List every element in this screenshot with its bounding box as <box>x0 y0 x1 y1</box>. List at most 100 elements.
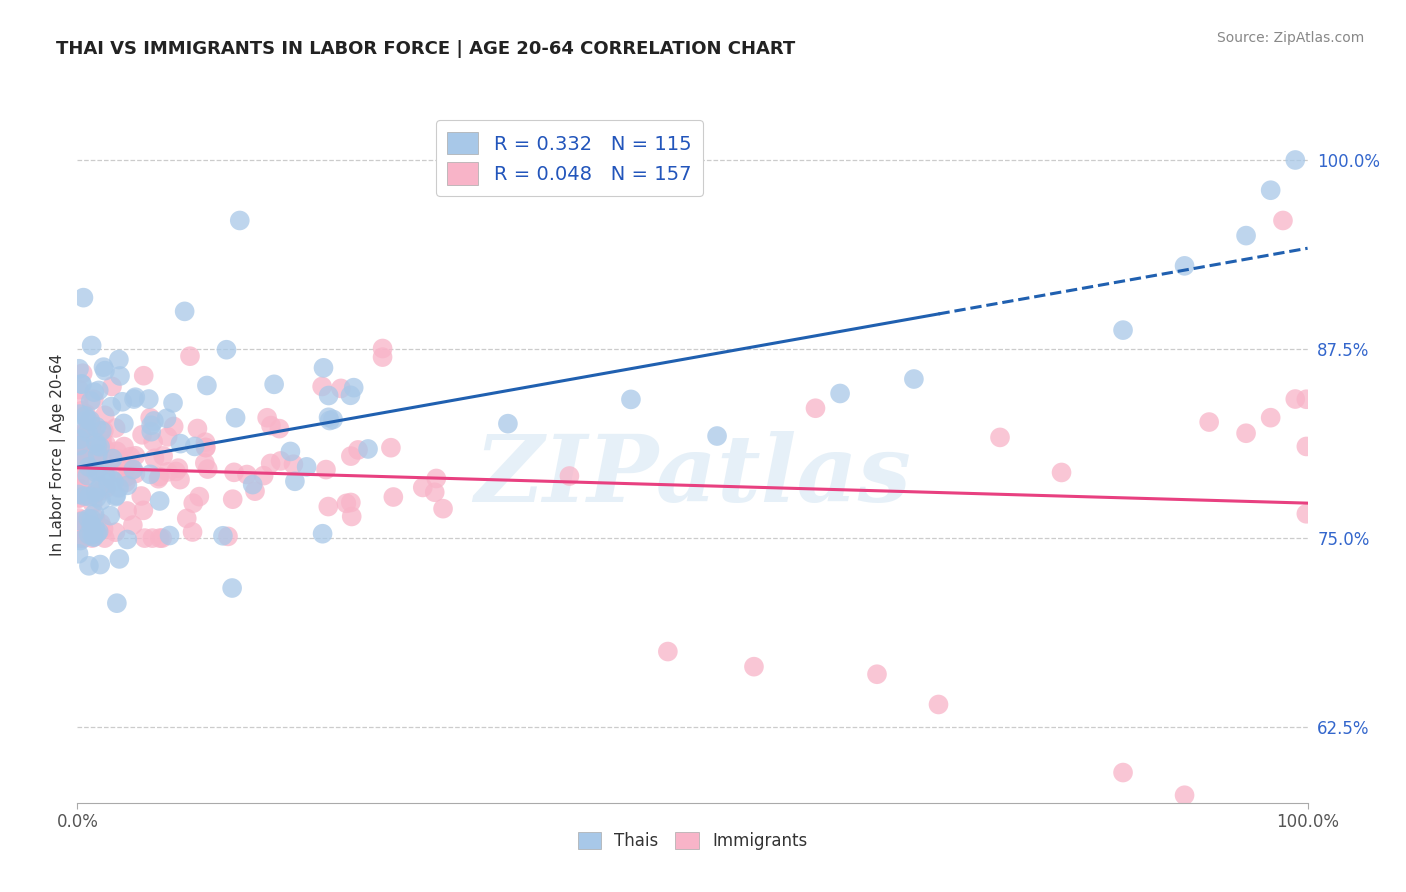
Point <box>620 392 643 407</box>
Point <box>124 390 146 404</box>
Point <box>1284 153 1306 167</box>
Point <box>217 529 239 543</box>
Point <box>112 440 135 454</box>
Point <box>194 456 217 470</box>
Point <box>183 439 205 453</box>
Point <box>312 360 335 375</box>
Point <box>72 366 94 380</box>
Point <box>380 441 402 455</box>
Point <box>70 433 93 447</box>
Point <box>70 404 93 418</box>
Point <box>76 412 98 426</box>
Point <box>111 394 134 409</box>
Point <box>84 435 107 450</box>
Point <box>280 444 302 458</box>
Point <box>83 530 105 544</box>
Point <box>77 527 100 541</box>
Point <box>84 484 107 499</box>
Point <box>86 526 108 541</box>
Point <box>121 463 143 477</box>
Point <box>830 386 852 401</box>
Point <box>229 213 252 227</box>
Point <box>79 413 101 427</box>
Point <box>89 440 111 454</box>
Point <box>329 381 352 395</box>
Point <box>84 447 107 461</box>
Point <box>242 477 264 491</box>
Point <box>928 698 950 712</box>
Point <box>340 495 363 509</box>
Point <box>142 414 165 428</box>
Point <box>83 392 105 407</box>
Point <box>115 470 138 484</box>
Point <box>149 531 172 545</box>
Point <box>90 516 112 531</box>
Point <box>115 475 138 490</box>
Point <box>115 458 138 473</box>
Point <box>84 520 107 534</box>
Point <box>76 488 98 502</box>
Point <box>139 467 162 482</box>
Point <box>167 461 190 475</box>
Point <box>108 368 131 383</box>
Point <box>1295 440 1317 454</box>
Point <box>194 441 217 455</box>
Point <box>98 508 121 523</box>
Point <box>67 474 90 488</box>
Point <box>83 437 105 451</box>
Point <box>69 407 91 421</box>
Point <box>89 558 111 572</box>
Point <box>79 416 101 430</box>
Point <box>186 421 208 435</box>
Point <box>256 410 278 425</box>
Point <box>558 469 581 483</box>
Point <box>79 457 101 471</box>
Point <box>222 466 245 480</box>
Point <box>295 459 318 474</box>
Point <box>318 410 340 425</box>
Point <box>80 518 103 533</box>
Point <box>86 491 108 505</box>
Point <box>73 444 96 458</box>
Point <box>70 377 93 392</box>
Point <box>1234 228 1257 243</box>
Point <box>72 513 94 527</box>
Point <box>67 487 90 501</box>
Point <box>236 467 259 482</box>
Point <box>139 418 162 433</box>
Point <box>94 364 117 378</box>
Point <box>79 429 101 443</box>
Point <box>253 468 276 483</box>
Point <box>117 478 139 492</box>
Point <box>67 547 90 561</box>
Point <box>104 421 127 435</box>
Point <box>107 452 129 467</box>
Point <box>129 489 152 503</box>
Point <box>143 451 166 466</box>
Point <box>269 422 291 436</box>
Point <box>70 450 93 464</box>
Point <box>179 349 201 363</box>
Point <box>107 466 129 480</box>
Point <box>87 384 110 398</box>
Point <box>270 454 292 468</box>
Point <box>94 437 117 451</box>
Point <box>132 503 155 517</box>
Point <box>87 464 110 478</box>
Point <box>122 392 145 406</box>
Point <box>340 449 363 463</box>
Point <box>94 468 117 483</box>
Point <box>162 396 184 410</box>
Point <box>93 522 115 536</box>
Point <box>84 466 107 480</box>
Text: THAI VS IMMIGRANTS IN LABOR FORCE | AGE 20-64 CORRELATION CHART: THAI VS IMMIGRANTS IN LABOR FORCE | AGE … <box>56 40 796 58</box>
Point <box>75 421 97 435</box>
Point <box>83 487 105 501</box>
Point <box>176 511 198 525</box>
Point <box>76 425 98 440</box>
Point <box>90 424 112 438</box>
Point <box>1112 765 1135 780</box>
Point <box>804 401 827 416</box>
Point <box>132 368 155 383</box>
Point <box>70 481 93 495</box>
